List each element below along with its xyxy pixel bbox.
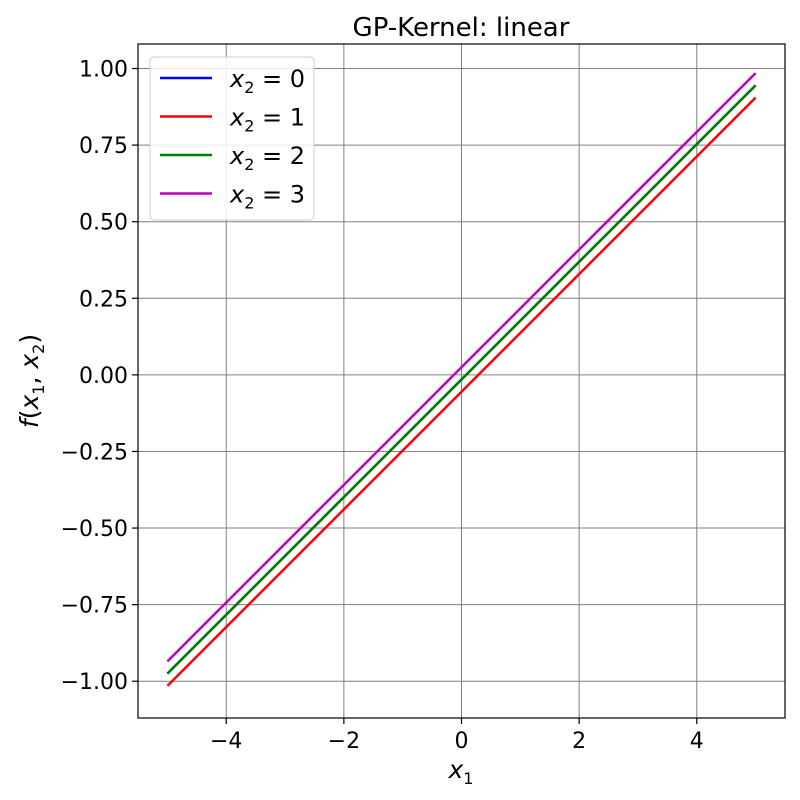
y-tick-label: −0.50	[61, 517, 128, 542]
y-tick-label: 0.00	[79, 364, 128, 389]
legend: x2 = 0 x2 = 1 x2 = 2 x2 = 3	[149, 56, 315, 221]
series-line	[166, 96, 757, 687]
series-line	[166, 84, 757, 675]
legend-box	[149, 56, 315, 221]
chart-title: GP-Kernel: linear	[353, 13, 570, 43]
x-tick-label: −2	[328, 729, 360, 754]
legend-label: x2 = 2	[229, 142, 305, 174]
y-tick-label: −0.25	[61, 440, 128, 465]
y-tick-label: −0.75	[61, 594, 128, 619]
x-tick-label: −4	[210, 729, 242, 754]
y-tick-label: 0.50	[79, 211, 128, 236]
x-tick-label: 0	[455, 729, 469, 754]
y-tick-label: 0.25	[79, 287, 128, 312]
series-layer	[166, 72, 757, 687]
x-axis-title: x1	[448, 755, 474, 788]
series-line	[166, 72, 757, 663]
y-axis-title: f(x1, x2)	[15, 334, 48, 428]
legend-label: x2 = 1	[229, 104, 305, 136]
grid-lines	[138, 44, 785, 718]
y-tick-label: −1.00	[61, 670, 128, 695]
x-tick-label: 2	[572, 729, 586, 754]
legend-label: x2 = 3	[229, 181, 305, 213]
legend-label: x2 = 0	[229, 65, 305, 97]
y-ticks: −1.00 −0.75 −0.50 −0.25 0.00 0.25 0.50 0.75 1.00	[61, 58, 138, 695]
x-axis-title-sub: 1	[463, 769, 473, 788]
y-tick-label: 0.75	[79, 134, 128, 159]
x-tick-label: 4	[690, 729, 704, 754]
x-axis-title-var: x	[448, 755, 464, 784]
y-tick-label: 1.00	[79, 58, 128, 83]
x-ticks: −4 −2 0 2 4	[210, 718, 704, 754]
